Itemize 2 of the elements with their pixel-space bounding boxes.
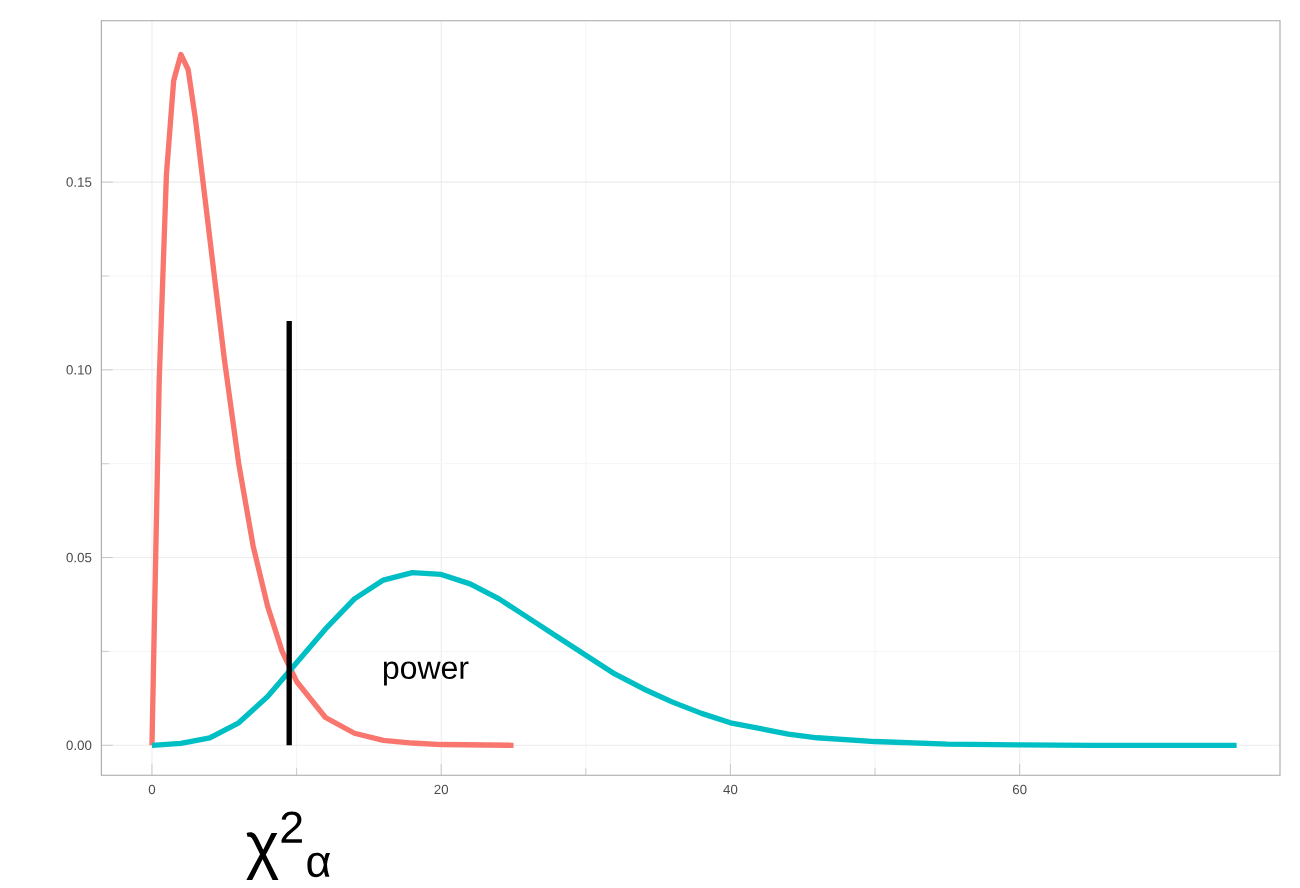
- annotation: power: [383, 661, 469, 685]
- text: χ$^{2}$α: [246, 810, 331, 880]
